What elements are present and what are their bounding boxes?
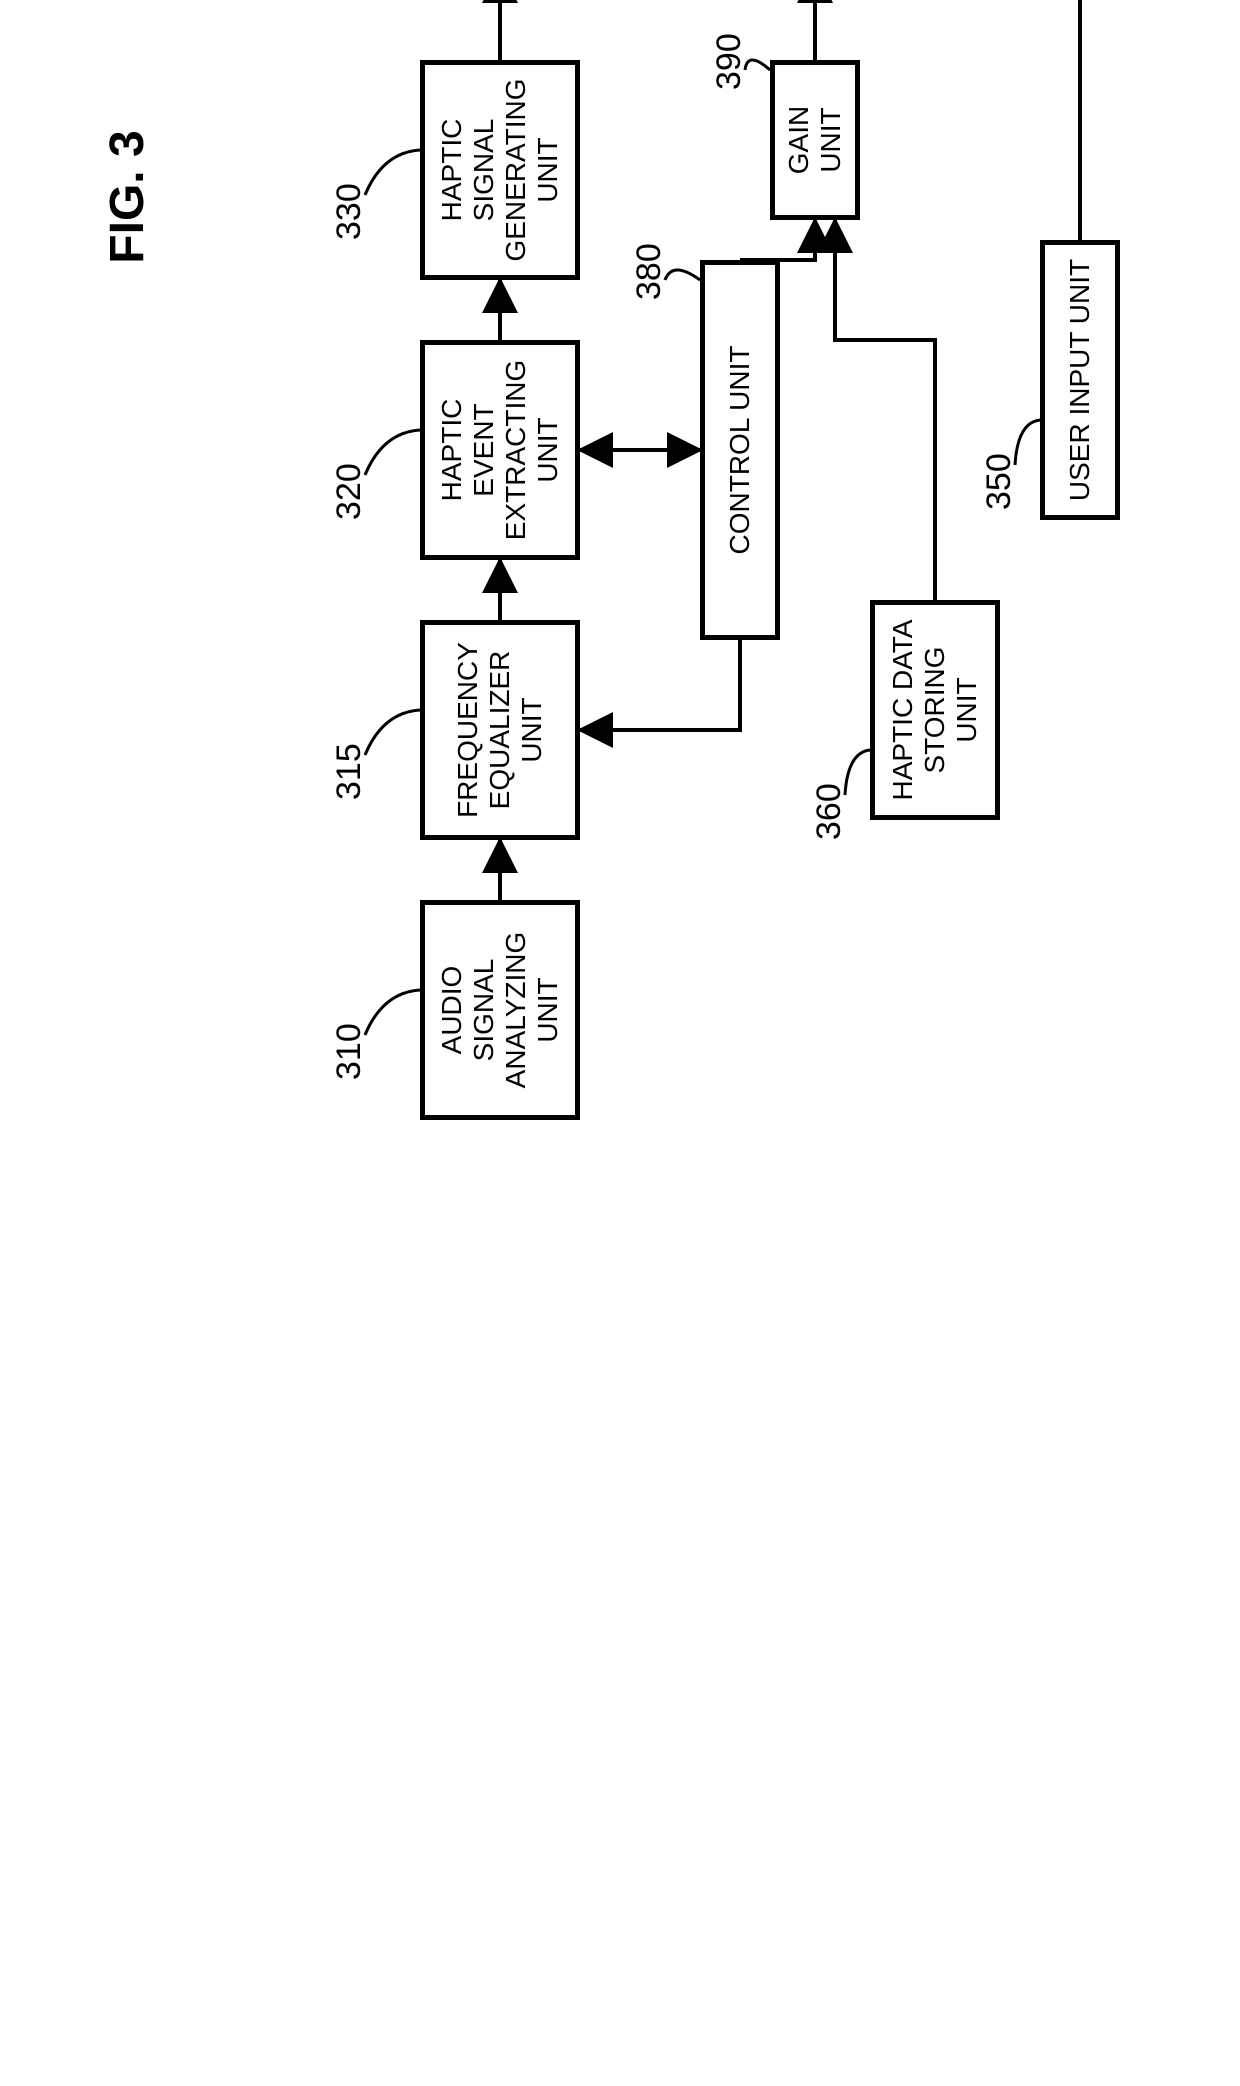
ref-315: 315 <box>330 743 369 800</box>
block-gain-unit: GAIN UNIT <box>770 60 860 220</box>
arrow-control_unit-to-frequency_equalizer <box>580 640 740 730</box>
ref-310: 310 <box>330 1023 369 1080</box>
block-label: HAPTIC EVENTEXTRACTING UNIT <box>436 351 565 549</box>
block-haptic-event-extracting: HAPTIC EVENTEXTRACTING UNIT <box>420 340 580 560</box>
leader-380 <box>665 270 700 280</box>
arrow-control_unit-to-gain_unit <box>740 220 815 260</box>
ref-390: 390 <box>710 33 749 90</box>
leader-310 <box>365 990 420 1035</box>
diagram-wires <box>0 0 1240 1240</box>
ref-380: 380 <box>630 243 669 300</box>
leader-315 <box>365 710 420 755</box>
arrow-haptic_data_storing-to-gain_unit <box>835 220 935 600</box>
block-label: USER INPUT UNIT <box>1064 259 1096 501</box>
block-haptic-data-storing: HAPTIC DATASTORING UNIT <box>870 600 1000 820</box>
block-haptic-signal-generating: HAPTIC SIGNALGENERATING UNIT <box>420 60 580 280</box>
block-label: HAPTIC SIGNALGENERATING UNIT <box>436 71 565 269</box>
block-label: HAPTIC DATASTORING UNIT <box>887 611 984 809</box>
block-label: CONTROL UNIT <box>724 346 756 555</box>
ref-330: 330 <box>330 183 369 240</box>
leader-330 <box>365 150 420 195</box>
ref-350: 350 <box>980 453 1019 510</box>
block-label: GAIN UNIT <box>783 71 847 209</box>
block-control-unit: CONTROL UNIT <box>700 260 780 640</box>
ref-360: 360 <box>810 783 849 840</box>
figure-title: FIG. 3 <box>100 47 155 347</box>
figure-canvas: FIG. 3 AUDIO SIGNALANALYZING UNIT FREQUE… <box>0 0 1240 1240</box>
block-user-input: USER INPUT UNIT <box>1040 240 1120 520</box>
ref-320: 320 <box>330 463 369 520</box>
block-label: AUDIO SIGNALANALYZING UNIT <box>436 911 565 1109</box>
leader-320 <box>365 430 420 475</box>
block-label: FREQUENCYEQUALIZER UNIT <box>452 631 549 829</box>
block-frequency-equalizer: FREQUENCYEQUALIZER UNIT <box>420 620 580 840</box>
figure-stage: FIG. 3 AUDIO SIGNALANALYZING UNIT FREQUE… <box>0 0 1240 1240</box>
block-audio-signal-analyzing: AUDIO SIGNALANALYZING UNIT <box>420 900 580 1120</box>
arrow-user_input-to-multiplexer <box>890 0 1080 240</box>
